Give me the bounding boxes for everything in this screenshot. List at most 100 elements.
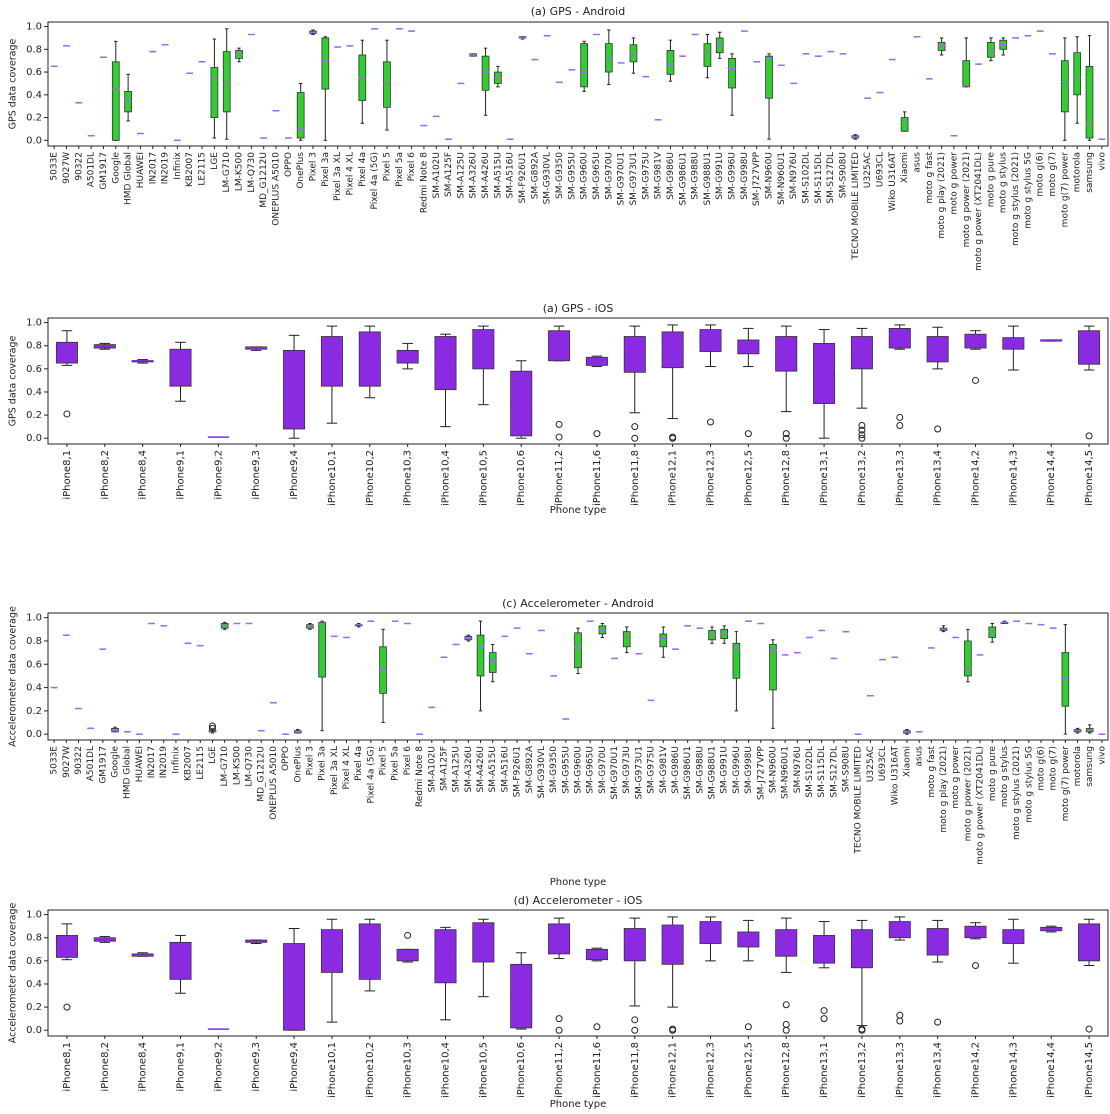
x-tick-label: SM-J727VPP [752,151,762,206]
x-tick-label: iPhone9,4 [289,1042,300,1092]
box [962,60,971,88]
x-tick-label: U325AC [866,746,876,782]
box [1078,330,1101,365]
box [320,929,343,973]
x-tick-label: iPhone14,2 [971,450,982,506]
x-tick-label: moto g power (XT2041DL) [976,746,986,865]
x-tick-label: SM-G970U1 [617,152,627,206]
flier [858,422,866,430]
x-tick-label: ONEPLUS A5010 [272,152,282,226]
box [629,44,638,63]
x-tick-label: iPhone13,2 [857,450,868,506]
flier [555,1015,563,1023]
box [666,50,675,75]
x-tick-label: LM-Q730 [247,152,257,193]
x-tick-label: HUAWEI [136,152,146,188]
y-axis-label: Accelerometer data coverage [8,902,19,1043]
x-tick-label: asus [912,152,922,173]
chart-title: (c) Accelerometer - Android [502,597,654,610]
x-tick-label: KB2007 [184,746,194,781]
flier [1085,1025,1093,1033]
x-tick-label: 90322 [74,746,84,775]
x-tick-label: iPhone14,2 [971,1042,982,1098]
x-tick-label: SM-S115DL [817,746,827,798]
x-tick-label: Pixel 6 [403,746,413,776]
x-tick-label: iPhone13,1 [819,450,830,506]
box [622,631,631,648]
x-tick-label: iPhone10,4 [441,450,452,506]
y-tick-label: 0.2 [26,113,42,124]
x-tick-label: iPhone9,4 [289,450,300,500]
x-tick-label: SM-G996U [732,746,742,794]
x-tick-label: SM-A125F [444,152,454,197]
x-tick-label: moto g power (2021) [962,152,972,247]
x-tick-label: iPhone13,3 [895,1042,906,1098]
y-tick-label: 0.2 [26,410,42,421]
x-tick-label: moto g fast [927,746,937,798]
x-tick-label: iPhone11,8 [630,450,641,506]
x-tick-label: iPhone11,6 [592,450,603,506]
x-tick-label: LM-K500 [235,152,245,191]
flier [934,1018,942,1026]
x-tick-label: SM-S127DL [826,152,836,204]
box [283,943,306,1031]
box [321,37,330,90]
x-tick-label: SM-G981V [659,745,669,793]
x-tick-label: SM-G965U [586,746,596,794]
box [434,929,457,984]
x-tick-label: A501DL [87,152,97,187]
box [1085,65,1094,139]
x-tick-label: Redmi Note 8 [419,152,429,213]
flier [782,434,790,442]
x-tick-label: Pixel 4a (5G) [366,746,376,804]
x-tick-label: LE2115 [196,746,206,780]
box [964,640,972,677]
x-tick-label: moto g(7) [1049,746,1059,791]
box [574,632,582,669]
x-tick-label: Wiko U316AT [890,746,900,806]
x-tick-label: Pixel 6 [407,152,417,182]
x-tick-label: OnePlus [296,152,306,189]
x-tick-label: moto g stylus 5G [1024,746,1034,823]
x-tick-label: SM-A326U [464,746,474,792]
x-tick-label: IN2019 [159,746,169,779]
y-axis-label: GPS data coverage [8,336,19,427]
x-tick-label: SM-G9350 [549,746,559,793]
x-tick-label: iPhone10,6 [516,450,527,506]
x-tick-label: iPhone11,8 [630,1042,641,1098]
box [769,644,777,691]
x-tick-label: 9027W [62,746,72,778]
x-tick-label: Pixel 3a [318,746,328,781]
x-tick-label: SM-G960U [574,746,584,794]
x-tick-label: SM-G981V [654,151,664,199]
flier [896,1011,904,1019]
box [169,348,192,387]
flier [896,413,904,421]
flier [631,1016,639,1024]
box [296,92,305,139]
flier [858,426,866,434]
y-tick-label: 0.6 [26,67,42,78]
y-tick-label: 0.6 [26,956,42,967]
flier [972,376,979,384]
x-tick-label: SM-G988U1 [703,152,713,206]
x-tick-label: iPhone8,1 [62,1042,73,1092]
x-tick-label: MD_G1212U [257,746,267,802]
x-tick-label: SM-G973U [622,746,632,794]
x-tick-label: Xiaomi [900,152,910,183]
x-tick-label: iPhone11,2 [554,1042,565,1098]
x-tick-label: 5033E [50,746,60,775]
x-tick-label: GM1917 [98,746,108,784]
x-tick-label: iPhone10,5 [478,450,489,506]
x-tick-label: Infinix [171,745,181,773]
flier [782,430,790,438]
y-axis-label: GPS data coverage [8,39,19,130]
box [283,349,306,430]
x-tick-label: SM-G998U [744,746,754,794]
box [55,935,78,958]
box [623,928,646,962]
x-tick-label: SM-S127DL [829,746,839,798]
box [888,328,911,349]
plot-frame [47,909,1109,1037]
x-tick-label: iPhone12,3 [706,450,717,506]
